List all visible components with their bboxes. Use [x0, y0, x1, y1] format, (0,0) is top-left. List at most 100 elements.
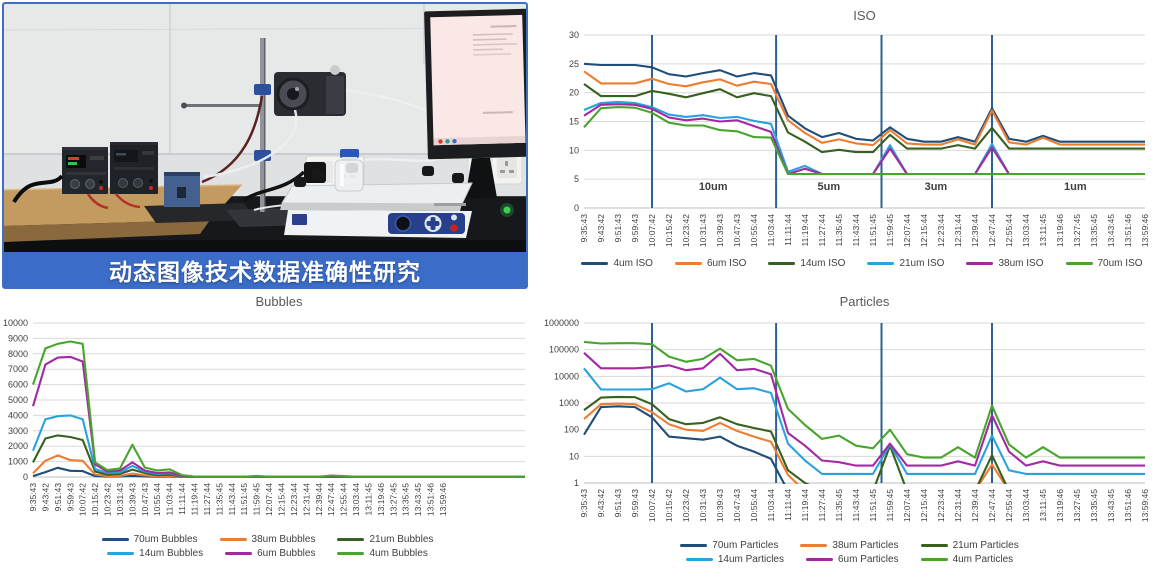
x-tick-label: 9:35:43: [579, 489, 589, 518]
bubbles-chart: 0 1000 2000 3000 4000 5000 6000 7000 8000 9000 100…: [0, 290, 535, 572]
particles-x-axis: 9:35:43 9:43:42 9:51:43 9:59:43 10:07:42 10:1…: [579, 489, 1150, 522]
iso-legend: 4um ISO 6um ISO 14um ISO 21um ISO 38um ISO 70…: [560, 258, 1164, 269]
legend-swatch: [337, 552, 365, 555]
y-tick-label: 5000: [8, 395, 28, 405]
x-tick-label: 12:55:44: [339, 483, 349, 516]
x-tick-label: 12:07:44: [264, 483, 274, 516]
x-tick-label: 10:39:43: [715, 489, 725, 522]
x-tick-label: 11:43:44: [851, 489, 861, 522]
particles-plot-svg: 1 10 100 1000 10000 100000 1000000 Particles 9:3…: [544, 294, 1150, 522]
legend-label: 6um ISO: [706, 258, 747, 269]
x-tick-label: 10:55:44: [152, 483, 162, 516]
x-tick-label: 9:43:42: [596, 489, 606, 518]
legend-label: 14um Bubbles: [139, 548, 204, 559]
x-tick-label: 13:51:46: [426, 483, 436, 516]
iso-plot-svg: 0 5 10 15 20 25 30 ISO 9:35:43 9:43:42 9:51:43 9:59…: [569, 8, 1150, 247]
x-tick-label: 9:35:43: [579, 214, 589, 243]
monitor: [424, 8, 526, 199]
legend-item-14um-iso: 14um ISO: [768, 258, 845, 269]
x-tick-label: 11:35:45: [214, 483, 224, 516]
x-tick-label: 12:47:44: [987, 489, 997, 522]
x-tick-label: 13:19:46: [376, 483, 386, 516]
x-tick-label: 11:35:45: [834, 489, 844, 522]
x-tick-label: 11:11:44: [177, 483, 187, 515]
x-tick-label: 11:59:45: [885, 489, 895, 522]
x-tick-label: 11:19:44: [190, 483, 200, 516]
x-tick-label: 9:35:43: [28, 483, 38, 512]
legend-label: 4um ISO: [613, 258, 653, 269]
x-tick-label: 11:19:44: [800, 489, 810, 522]
x-tick-label: 12:23:44: [936, 489, 946, 522]
legend-swatch: [685, 558, 713, 561]
caption-text: 动态图像技术数据准确性研究: [109, 258, 421, 285]
legend-label: 21um Particles: [952, 540, 1019, 551]
legend-swatch: [920, 558, 948, 561]
x-tick-label: 13:43:45: [1106, 214, 1116, 247]
x-tick-label: 12:07:44: [902, 214, 912, 247]
legend-swatch: [337, 538, 365, 541]
x-tick-label: 10:23:42: [681, 489, 691, 522]
legend-item-21um-iso: 21um ISO: [867, 258, 944, 269]
x-tick-label: 13:51:46: [1123, 489, 1133, 522]
bubbles-x-axis: 9:35:43 9:43:42 9:51:43 9:59:43 10:07:42 10:1…: [28, 483, 448, 516]
series-14um-particles: [583, 367, 1145, 475]
legend-item-21um-particles: 21um Particles: [920, 540, 1019, 551]
legend-item-14um-bubbles: 14um Bubbles: [107, 548, 203, 559]
y-tick-label: 1000: [8, 457, 28, 467]
x-tick-label: 11:43:44: [851, 214, 861, 247]
x-tick-label: 13:51:46: [1123, 214, 1133, 247]
x-tick-label: 13:59:46: [438, 483, 448, 516]
region-label-3um: 3um: [925, 181, 948, 193]
x-tick-label: 9:43:42: [596, 214, 606, 243]
series-6um-iso: [583, 70, 1145, 147]
legend-label: 4um Bubbles: [369, 548, 428, 559]
y-tick-label: 6000: [8, 380, 28, 390]
x-tick-label: 13:35:45: [1089, 214, 1099, 247]
lab-setup-photo: 动态图像技术数据准确性研究: [2, 2, 528, 289]
peristaltic-pump: [274, 65, 346, 116]
legend-item-38um-particles: 38um Particles: [800, 540, 899, 551]
series-21um-iso: [583, 100, 1145, 176]
x-tick-label: 11:43:44: [227, 483, 237, 516]
x-tick-label: 12:31:44: [953, 489, 963, 522]
power-supply-right: [110, 142, 158, 194]
x-tick-label: 13:19:46: [1055, 214, 1065, 247]
x-tick-label: 10:55:44: [749, 214, 759, 247]
x-tick-label: 9:59:43: [630, 214, 640, 243]
x-tick-label: 10:15:42: [90, 483, 100, 516]
legend-label: 14um ISO: [800, 258, 846, 269]
x-tick-label: 9:51:43: [613, 214, 623, 243]
legend-label: 38um Particles: [832, 540, 899, 551]
legend-swatch: [966, 262, 994, 265]
y-tick-label: 10000: [3, 318, 28, 328]
legend-label: 70um Bubbles: [133, 534, 198, 545]
power-cable: [12, 174, 64, 204]
x-tick-label: 13:27:45: [1072, 214, 1082, 247]
legend-label: 21um Bubbles: [369, 534, 434, 545]
x-tick-label: 13:19:46: [1055, 489, 1065, 522]
x-tick-label: 12:47:44: [987, 214, 997, 247]
x-tick-label: 10:31:43: [115, 483, 125, 516]
x-tick-label: 13:59:46: [1140, 489, 1150, 522]
legend-swatch: [674, 262, 702, 265]
x-tick-label: 13:03:44: [351, 483, 361, 516]
x-tick-label: 11:27:44: [817, 214, 827, 247]
x-tick-label: 12:07:44: [902, 489, 912, 522]
x-tick-label: 9:51:43: [613, 489, 623, 518]
y-tick-label: 7000: [8, 364, 28, 374]
bubbles-series-group: [32, 340, 525, 478]
monitor-stand: [464, 157, 497, 199]
x-tick-label: 13:27:45: [1072, 489, 1082, 522]
legend-item-4um-iso: 4um ISO: [581, 258, 653, 269]
legend-item-70um-particles: 70um Particles: [680, 540, 778, 551]
x-tick-label: 12:47:44: [326, 483, 336, 516]
x-tick-label: 13:59:46: [1140, 214, 1150, 247]
x-tick-label: 9:59:43: [630, 489, 640, 518]
legend-item-6um-iso: 6um ISO: [674, 258, 747, 269]
legend-swatch: [920, 544, 948, 547]
x-tick-label: 13:27:45: [388, 483, 398, 516]
particles-series-group: [583, 340, 1145, 484]
x-tick-label: 11:51:45: [868, 489, 878, 522]
y-tick-label: 1000000: [544, 318, 579, 328]
legend-item-4um-bubbles: 4um Bubbles: [337, 548, 428, 559]
